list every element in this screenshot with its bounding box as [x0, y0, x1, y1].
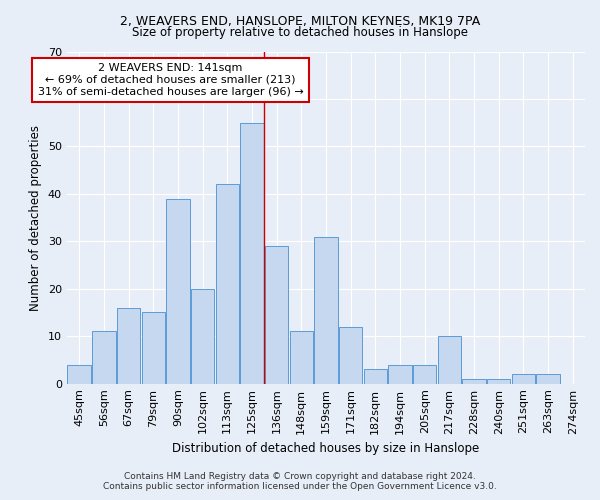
- Bar: [191, 289, 214, 384]
- Bar: [388, 364, 412, 384]
- X-axis label: Distribution of detached houses by size in Hanslope: Distribution of detached houses by size …: [172, 442, 479, 455]
- Bar: [462, 379, 485, 384]
- Bar: [166, 198, 190, 384]
- Text: Contains HM Land Registry data © Crown copyright and database right 2024.
Contai: Contains HM Land Registry data © Crown c…: [103, 472, 497, 491]
- Bar: [92, 332, 116, 384]
- Bar: [290, 332, 313, 384]
- Bar: [142, 312, 165, 384]
- Y-axis label: Number of detached properties: Number of detached properties: [29, 124, 43, 310]
- Text: 2 WEAVERS END: 141sqm
← 69% of detached houses are smaller (213)
31% of semi-det: 2 WEAVERS END: 141sqm ← 69% of detached …: [38, 64, 304, 96]
- Bar: [364, 370, 387, 384]
- Bar: [67, 364, 91, 384]
- Bar: [413, 364, 436, 384]
- Bar: [265, 246, 289, 384]
- Text: Size of property relative to detached houses in Hanslope: Size of property relative to detached ho…: [132, 26, 468, 39]
- Bar: [117, 308, 140, 384]
- Bar: [215, 184, 239, 384]
- Bar: [240, 122, 263, 384]
- Bar: [487, 379, 511, 384]
- Text: 2, WEAVERS END, HANSLOPE, MILTON KEYNES, MK19 7PA: 2, WEAVERS END, HANSLOPE, MILTON KEYNES,…: [120, 15, 480, 28]
- Bar: [437, 336, 461, 384]
- Bar: [314, 236, 338, 384]
- Bar: [339, 326, 362, 384]
- Bar: [512, 374, 535, 384]
- Bar: [536, 374, 560, 384]
